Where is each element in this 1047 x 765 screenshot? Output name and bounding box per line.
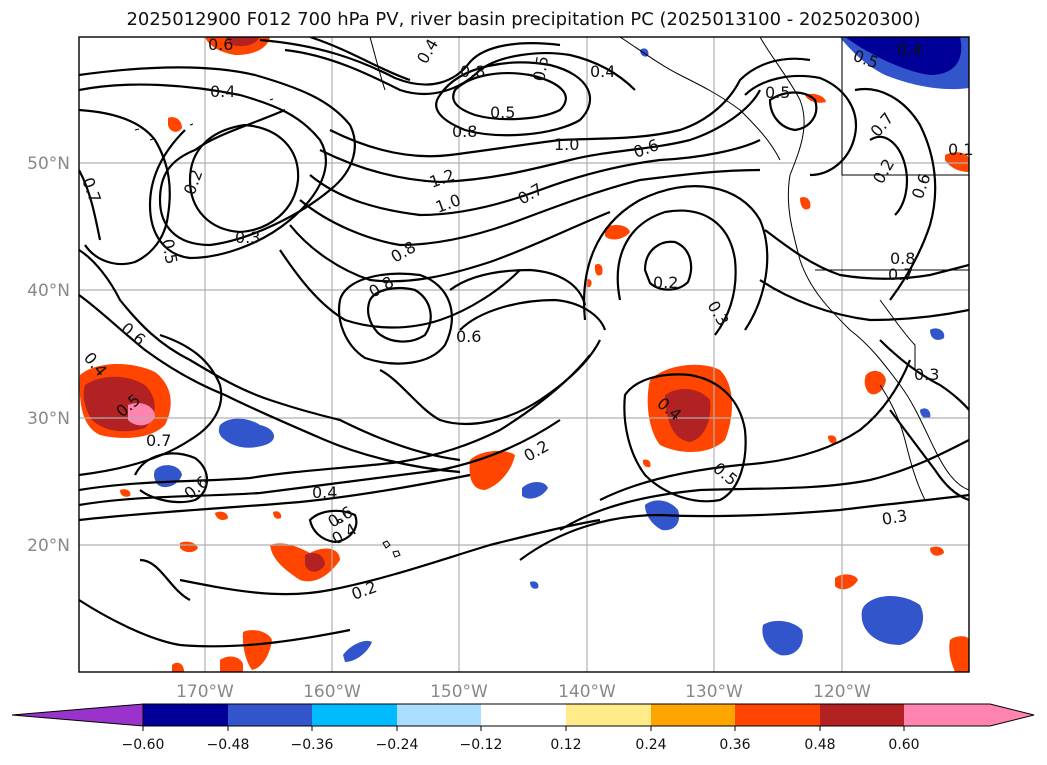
lon-label: 150°W xyxy=(430,682,488,702)
contour-label: 1.0 xyxy=(554,135,579,154)
colorbar-swatch xyxy=(566,704,651,726)
lon-label: 140°W xyxy=(558,682,616,702)
contour-label: 0.2 xyxy=(653,273,678,292)
colorbar-swatch xyxy=(228,704,312,726)
lat-label: 40°N xyxy=(27,281,70,301)
lat-label: 20°N xyxy=(27,536,70,556)
contour-label: 0.7 xyxy=(146,431,171,450)
colorbar-tick-label: 0.12 xyxy=(550,737,581,753)
latitude-labels: 50°N 40°N 30°N 20°N xyxy=(27,154,70,556)
colorbar-tick-label: 0.36 xyxy=(719,737,750,753)
contour-label: 0.7 xyxy=(888,265,913,284)
colorbar-tick-label: 0.24 xyxy=(635,737,666,753)
contour-label: 0.8 xyxy=(452,122,477,141)
colorbar-swatch xyxy=(312,704,397,726)
contour-label: 0.6 xyxy=(456,327,481,346)
contour-label: 0.8 xyxy=(460,62,485,81)
map-frame xyxy=(78,36,970,673)
colorbar-tick-label: 0.48 xyxy=(804,737,835,753)
colorbar-swatch xyxy=(820,704,904,726)
colorbar-swatch xyxy=(481,704,566,726)
precip-shading xyxy=(79,37,969,672)
contour-label: 0.5 xyxy=(529,54,552,82)
lon-label: 120°W xyxy=(813,682,871,702)
map-title: 2025012900 F012 700 hPa PV, river basin … xyxy=(126,9,921,30)
contour-label: 0.4 xyxy=(210,82,235,101)
colorbar-tick-label: −0.60 xyxy=(122,737,165,753)
contour-label: 0.8 xyxy=(890,249,915,268)
colorbar-extend-low xyxy=(11,703,144,727)
colorbar-swatch xyxy=(143,704,228,726)
contour-label: 0.5 xyxy=(158,237,181,265)
colorbar-swatch xyxy=(735,704,820,726)
colorbar-tick-label: −0.12 xyxy=(460,737,503,753)
colorbar-swatch xyxy=(651,704,735,726)
lat-label: 50°N xyxy=(27,154,70,174)
colorbar-tick-label: −0.24 xyxy=(376,737,419,753)
colorbar-tick-label: −0.36 xyxy=(291,737,334,753)
map-frame-bg xyxy=(79,37,969,672)
colorbar-tick-label: −0.48 xyxy=(207,737,250,753)
contour-label: 0.6 xyxy=(208,35,233,54)
contour-labels: 0.6 0.4 0.7 0.6 0.5 0.4 0.5 0.4 0.5 0.8 … xyxy=(78,35,973,604)
contour-label: 0.4 xyxy=(590,62,615,81)
lon-label: 160°W xyxy=(303,682,361,702)
colorbar-ticks xyxy=(142,726,905,731)
coastlines xyxy=(134,37,969,558)
contour-label: 0.5 xyxy=(765,83,790,102)
colorbar-extend-high xyxy=(904,704,1034,726)
lon-label: 170°W xyxy=(176,682,234,702)
contour-label: 0.3 xyxy=(880,506,908,529)
contour-label: 0.4 xyxy=(312,483,337,502)
contour-label: 0.1 xyxy=(948,140,973,159)
longitude-labels: 170°W 160°W 150°W 140°W 130°W 120°W xyxy=(176,682,871,702)
lat-label: 30°N xyxy=(27,409,70,429)
colorbar-tick-label: 0.60 xyxy=(888,737,919,753)
contour-label: 0.3 xyxy=(914,365,939,384)
contour-label: 0.5 xyxy=(490,103,515,122)
lon-label: 130°W xyxy=(685,682,743,702)
colorbar: −0.60 −0.48 −0.36 −0.24 −0.12 0.12 0.24 … xyxy=(11,703,1035,753)
contour-label: 0.3 xyxy=(235,228,260,247)
graticule xyxy=(79,37,969,672)
pv-contours xyxy=(79,37,969,648)
contour-label: 0.4 xyxy=(897,40,922,59)
colorbar-swatch xyxy=(397,704,481,726)
